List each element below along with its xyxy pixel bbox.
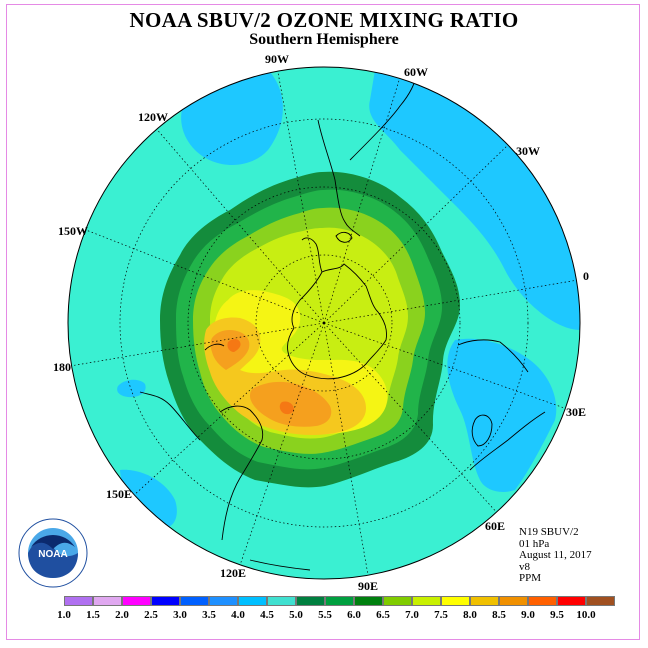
colorbar-swatch — [441, 596, 470, 606]
lon-label-120w: 120W — [138, 110, 168, 124]
new-zealand — [204, 343, 225, 351]
logo-text: NOAA — [38, 549, 67, 560]
colorbar-tick-label: 7.5 — [434, 609, 448, 621]
zone-4-0-north — [369, 70, 580, 330]
colorbar-swatch — [180, 596, 209, 606]
lon-label-0: 0 — [583, 269, 589, 283]
lon-label-180: 180 — [53, 360, 71, 374]
colorbar-swatch — [586, 596, 615, 606]
colorbar-swatch — [499, 596, 528, 606]
colorbar-tick-label: 5.0 — [289, 609, 303, 621]
lon-label-30e: 30E — [566, 405, 587, 419]
colorbar-swatch — [325, 596, 354, 606]
info-units: PPM — [519, 572, 542, 584]
colorbar-tick-label: 4.5 — [260, 609, 274, 621]
colorbar — [64, 596, 615, 606]
lon-label-60w: 60W — [404, 65, 428, 79]
coastlines — [139, 69, 546, 571]
colorbar-swatch — [151, 596, 180, 606]
colorbar-tick-label: 3.0 — [173, 609, 187, 621]
colorbar-swatch — [64, 596, 93, 606]
africa-tip — [457, 339, 529, 373]
tierra-del-fuego — [335, 231, 353, 243]
colorbar-tick-label: 8.5 — [492, 609, 506, 621]
figure-subtitle: Southern Hemisphere — [249, 31, 399, 48]
colorbar-swatch — [238, 596, 267, 606]
zone-4-0-east — [447, 338, 557, 492]
colorbar-tick-label: 9.0 — [521, 609, 535, 621]
lon-label-60e: 60E — [485, 519, 506, 533]
colorbar-swatch — [93, 596, 122, 606]
australia — [139, 391, 201, 441]
info-version: v8 — [519, 560, 530, 573]
info-date: August 11, 2017 — [519, 549, 592, 561]
colorbar-swatch — [528, 596, 557, 606]
lon-label-150e: 150E — [106, 487, 133, 501]
colorbar-tick-label: 1.0 — [57, 609, 71, 621]
south-africa-coast — [469, 411, 546, 471]
map-rim — [67, 66, 581, 580]
colorbar-swatch — [354, 596, 383, 606]
colorbar-tick-label: 9.5 — [550, 609, 564, 621]
zone-4-0-south — [120, 469, 177, 529]
lon-label-90w: 90W — [265, 52, 289, 66]
figure-frame — [6, 4, 640, 640]
colorbar-swatch — [557, 596, 586, 606]
lon-label-120e: 120E — [220, 566, 247, 580]
colorbar-swatch — [267, 596, 296, 606]
noaa-logo-icon: NOAA — [18, 518, 88, 588]
info-block: N19 SBUV/2 01 hPa August 11, 2017 v8 PPM — [519, 526, 592, 585]
zone-8-5-a — [227, 339, 241, 352]
colorbar-swatch — [122, 596, 151, 606]
lon-label-90e: 90E — [358, 579, 379, 593]
colorbar-tick-label: 6.0 — [347, 609, 361, 621]
antarctica-coast — [287, 263, 387, 380]
info-instrument: N19 SBUV/2 — [519, 526, 579, 538]
lon-label-150w: 150W — [58, 224, 88, 238]
colorbar-tick-label: 8.0 — [463, 609, 477, 621]
colorbar-swatch — [412, 596, 441, 606]
colorbar-tick-label: 3.5 — [202, 609, 216, 621]
colorbar-tick-label: 7.0 — [405, 609, 419, 621]
graticule — [69, 67, 579, 576]
australia-south — [219, 405, 264, 541]
colorbar-swatch — [209, 596, 238, 606]
madagascar — [471, 414, 493, 447]
colorbar-tick-label: 6.5 — [376, 609, 390, 621]
colorbar-tick-label: 5.5 — [318, 609, 332, 621]
lon-label-30w: 30W — [516, 144, 540, 158]
zone-8-5-b — [279, 401, 294, 415]
colorbar-swatch — [296, 596, 325, 606]
colorbar-tick-label: 1.5 — [86, 609, 100, 621]
colorbar-tick-label: 4.0 — [231, 609, 245, 621]
colorbar-swatch — [470, 596, 499, 606]
colorbar-tick-label: 10.0 — [576, 609, 596, 621]
zone-4-0-west — [117, 379, 146, 398]
colorbar-tick-label: 2.5 — [144, 609, 158, 621]
figure-title: NOAA SBUV/2 OZONE MIXING RATIO — [129, 8, 519, 32]
colorbar-tick-label: 2.0 — [115, 609, 129, 621]
info-level: 01 hPa — [519, 537, 550, 550]
antarctic-peninsula — [301, 237, 323, 273]
colorbar-swatch — [383, 596, 412, 606]
